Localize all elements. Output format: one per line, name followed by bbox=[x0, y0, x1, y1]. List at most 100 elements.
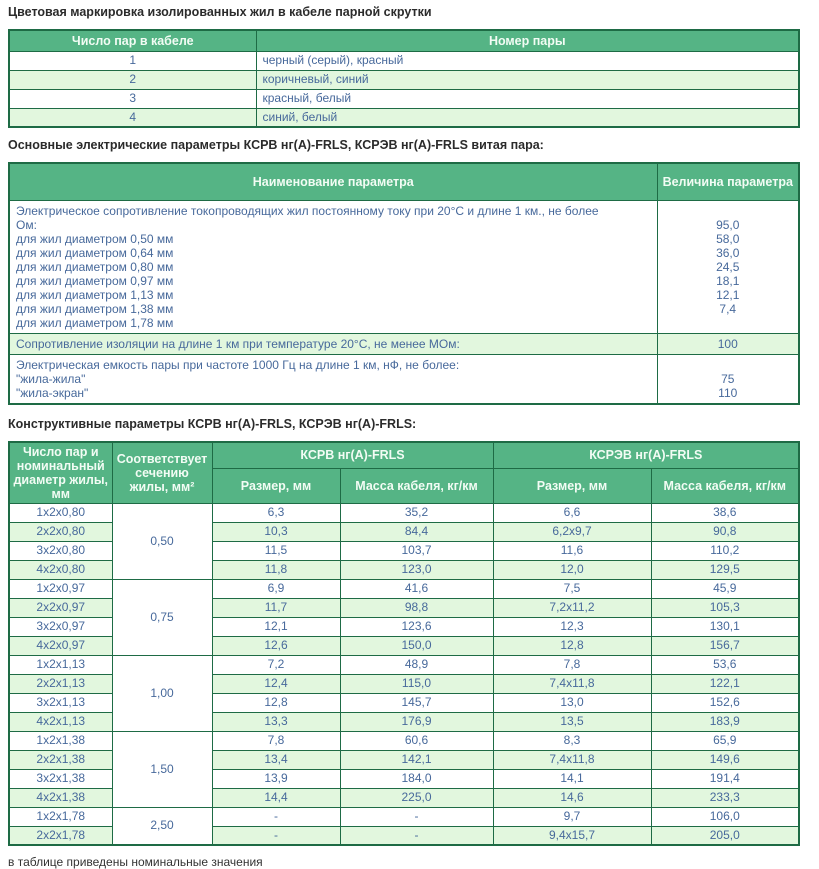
ksrev-mass-cell: 90,8 bbox=[650, 521, 800, 542]
parameter-line: для жил диаметром 0,50 мм bbox=[16, 231, 174, 246]
parameter-name-cell: Электрическая емкость пары при частоте 1… bbox=[8, 353, 658, 404]
construction-row: 3x2x0,80 11,5 103,7 11,6 110,2 bbox=[8, 540, 800, 561]
electrical-params-header-row: Наименование параметра Величина параметр… bbox=[8, 162, 800, 201]
ksrev-mass-cell: 130,1 bbox=[650, 616, 800, 637]
pair-config-cell: 4x2x1,13 bbox=[8, 711, 113, 732]
ksrv-mass-cell: 150,0 bbox=[339, 635, 494, 656]
construction-row: 3x2x1,38 13,9 184,0 14,1 191,4 bbox=[8, 768, 800, 789]
pair-config-cell: 3x2x0,97 bbox=[8, 616, 113, 637]
ksrv-size-cell: 7,8 bbox=[211, 730, 341, 751]
electrical-param-row: Сопротивление изоляции на длине 1 км при… bbox=[8, 332, 800, 355]
header-pair-diameter: Число пар и номинальный диаметр жилы, мм bbox=[8, 441, 113, 504]
pair-count-cell: 2 bbox=[8, 69, 257, 90]
ksrev-mass-cell: 156,7 bbox=[650, 635, 800, 656]
header-parameter-value: Величина параметра bbox=[656, 162, 800, 201]
value-line: 75 bbox=[721, 371, 735, 386]
value-line: 95,0 bbox=[716, 217, 740, 232]
ksrev-size-cell: 7,5 bbox=[492, 578, 652, 599]
ksrev-mass-cell: 149,6 bbox=[650, 749, 800, 770]
ksrev-size-cell: 13,0 bbox=[492, 692, 652, 713]
ksrev-mass-cell: 129,5 bbox=[650, 559, 800, 580]
ksrev-mass-cell: 183,9 bbox=[650, 711, 800, 732]
ksrv-mass-cell: 123,0 bbox=[339, 559, 494, 580]
ksrev-mass-cell: 106,0 bbox=[650, 806, 800, 827]
ksrv-mass-cell: 103,7 bbox=[339, 540, 494, 561]
construction-row: 1x2x0,97 0,75 6,9 41,6 7,5 45,9 bbox=[8, 578, 800, 656]
construction-row: 1x2x1,78 2,50- -9,7 106,0 bbox=[8, 806, 800, 846]
parameter-value-cell: 75 110 bbox=[656, 353, 800, 404]
ksrv-mass-cell: - bbox=[339, 806, 494, 827]
construction-row: 2x2x0,97 11,7 98,8 7,2x11,2 105,3 bbox=[8, 597, 800, 618]
ksrev-size-cell: 11,6 bbox=[492, 540, 652, 561]
ksrv-mass-cell: 145,7 bbox=[339, 692, 494, 713]
parameter-line: для жил диаметром 1,13 мм bbox=[16, 287, 174, 302]
ksrv-mass-cell: 142,1 bbox=[339, 749, 494, 770]
section1-title: Цветовая маркировка изолированных жил в … bbox=[8, 5, 432, 19]
parameter-name-cell: Электрическое сопротивление токопроводящ… bbox=[8, 199, 658, 334]
ksrv-mass-cell: 84,4 bbox=[339, 521, 494, 542]
ksrev-size-cell: 9,4x15,7 bbox=[492, 825, 652, 846]
ksrv-size-cell: - bbox=[211, 806, 341, 827]
value-line: 58,0 bbox=[716, 231, 740, 246]
color-marking-row: 4 синий, белый bbox=[8, 107, 800, 128]
value-line: 110 bbox=[718, 385, 738, 400]
ksrev-mass-cell: 45,9 bbox=[650, 578, 800, 599]
ksrv-size-cell: 12,1 bbox=[211, 616, 341, 637]
construction-row: 1x2x0,80 0,50 6,3 35,2 6,6 38,6 bbox=[8, 502, 800, 580]
color-marking-row: 3 красный, белый bbox=[8, 88, 800, 109]
parameter-line: для жил диаметром 0,97 мм bbox=[16, 273, 174, 288]
color-marking-table: Число пар в кабеле Номер пары 1 черный (с… bbox=[8, 29, 800, 128]
cross-section-cell: 0,50 bbox=[111, 502, 213, 580]
parameter-line: для жил диаметром 1,38 мм bbox=[16, 301, 174, 316]
pair-colors-cell: синий, белый bbox=[255, 107, 800, 128]
ksrv-size-cell: - bbox=[211, 825, 341, 846]
value-line: 24,5 bbox=[716, 259, 740, 274]
pair-colors-cell: черный (серый), красный bbox=[255, 50, 800, 71]
ksrev-size-cell: 8,3 bbox=[492, 730, 652, 751]
ksrv-size-cell: 12,6 bbox=[211, 635, 341, 656]
ksrv-mass-cell: 35,2 bbox=[339, 502, 494, 523]
parameter-line: Электрическое сопротивление токопроводящ… bbox=[16, 203, 599, 218]
value-line bbox=[660, 358, 797, 372]
pair-config-cell: 1x2x1,13 bbox=[8, 654, 113, 675]
parameter-line: для жил диаметром 0,80 мм bbox=[16, 259, 174, 274]
ksrev-size-cell: 14,1 bbox=[492, 768, 652, 789]
ksrv-size-cell: 11,5 bbox=[211, 540, 341, 561]
ksrv-size-cell: 13,4 bbox=[211, 749, 341, 770]
header-ksrv-size: Размер, мм bbox=[211, 467, 341, 504]
ksrev-size-cell: 6,6 bbox=[492, 502, 652, 523]
ksrv-size-cell: 12,4 bbox=[211, 673, 341, 694]
electrical-params-table: Наименование параметра Величина параметр… bbox=[8, 162, 800, 405]
section3-title: Конструктивные параметры КСРВ нг(А)-FRLS… bbox=[8, 416, 417, 431]
pair-config-cell: 1x2x0,97 bbox=[8, 578, 113, 599]
ksrev-mass-cell: 205,0 bbox=[650, 825, 800, 846]
electrical-param-row: Электрическое сопротивление токопроводящ… bbox=[8, 199, 800, 334]
parameter-line: "жила-экран" bbox=[16, 385, 89, 400]
ksrv-size-cell: 6,3 bbox=[211, 502, 341, 523]
ksrev-mass-cell: 233,3 bbox=[650, 787, 800, 808]
ksrev-mass-cell: 152,6 bbox=[650, 692, 800, 713]
pair-config-cell: 2x2x0,97 bbox=[8, 597, 113, 618]
value-line: 18,1 bbox=[716, 273, 740, 288]
parameter-line: Сопротивление изоляции на длине 1 км при… bbox=[16, 336, 460, 351]
header-ksrv-mass: Масса кабеля, кг/км bbox=[339, 467, 494, 504]
ksrev-size-cell: 7,4x11,8 bbox=[492, 673, 652, 694]
ksrv-size-cell: 11,8 bbox=[211, 559, 341, 580]
pair-config-cell: 2x2x1,13 bbox=[8, 673, 113, 694]
construction-group-header-row: Число пар и номинальный диаметр жилы, мм… bbox=[8, 441, 800, 504]
ksrev-size-cell: 12,8 bbox=[492, 635, 652, 656]
pair-config-cell: 3x2x1,13 bbox=[8, 692, 113, 713]
ksrv-mass-cell: 60,6 bbox=[339, 730, 494, 751]
pair-colors-cell: коричневый, синий bbox=[255, 69, 800, 90]
ksrv-mass-cell: 225,0 bbox=[339, 787, 494, 808]
pair-config-cell: 1x2x1,38 bbox=[8, 730, 113, 751]
ksrv-size-cell: 11,7 bbox=[211, 597, 341, 618]
construction-row: 4x2x0,80 11,8 123,0 12,0 129,5 bbox=[8, 559, 800, 580]
pair-config-cell: 4x2x1,38 bbox=[8, 787, 113, 808]
ksrev-size-cell: 7,2x11,2 bbox=[492, 597, 652, 618]
pair-config-cell: 3x2x1,38 bbox=[8, 768, 113, 789]
construction-row: 4x2x0,97 12,6 150,0 12,8 156,7 bbox=[8, 635, 800, 656]
construction-row: 2x2x1,38 13,4 142,1 7,4x11,8 149,6 bbox=[8, 749, 800, 770]
value-line: 7,4 bbox=[719, 301, 737, 316]
